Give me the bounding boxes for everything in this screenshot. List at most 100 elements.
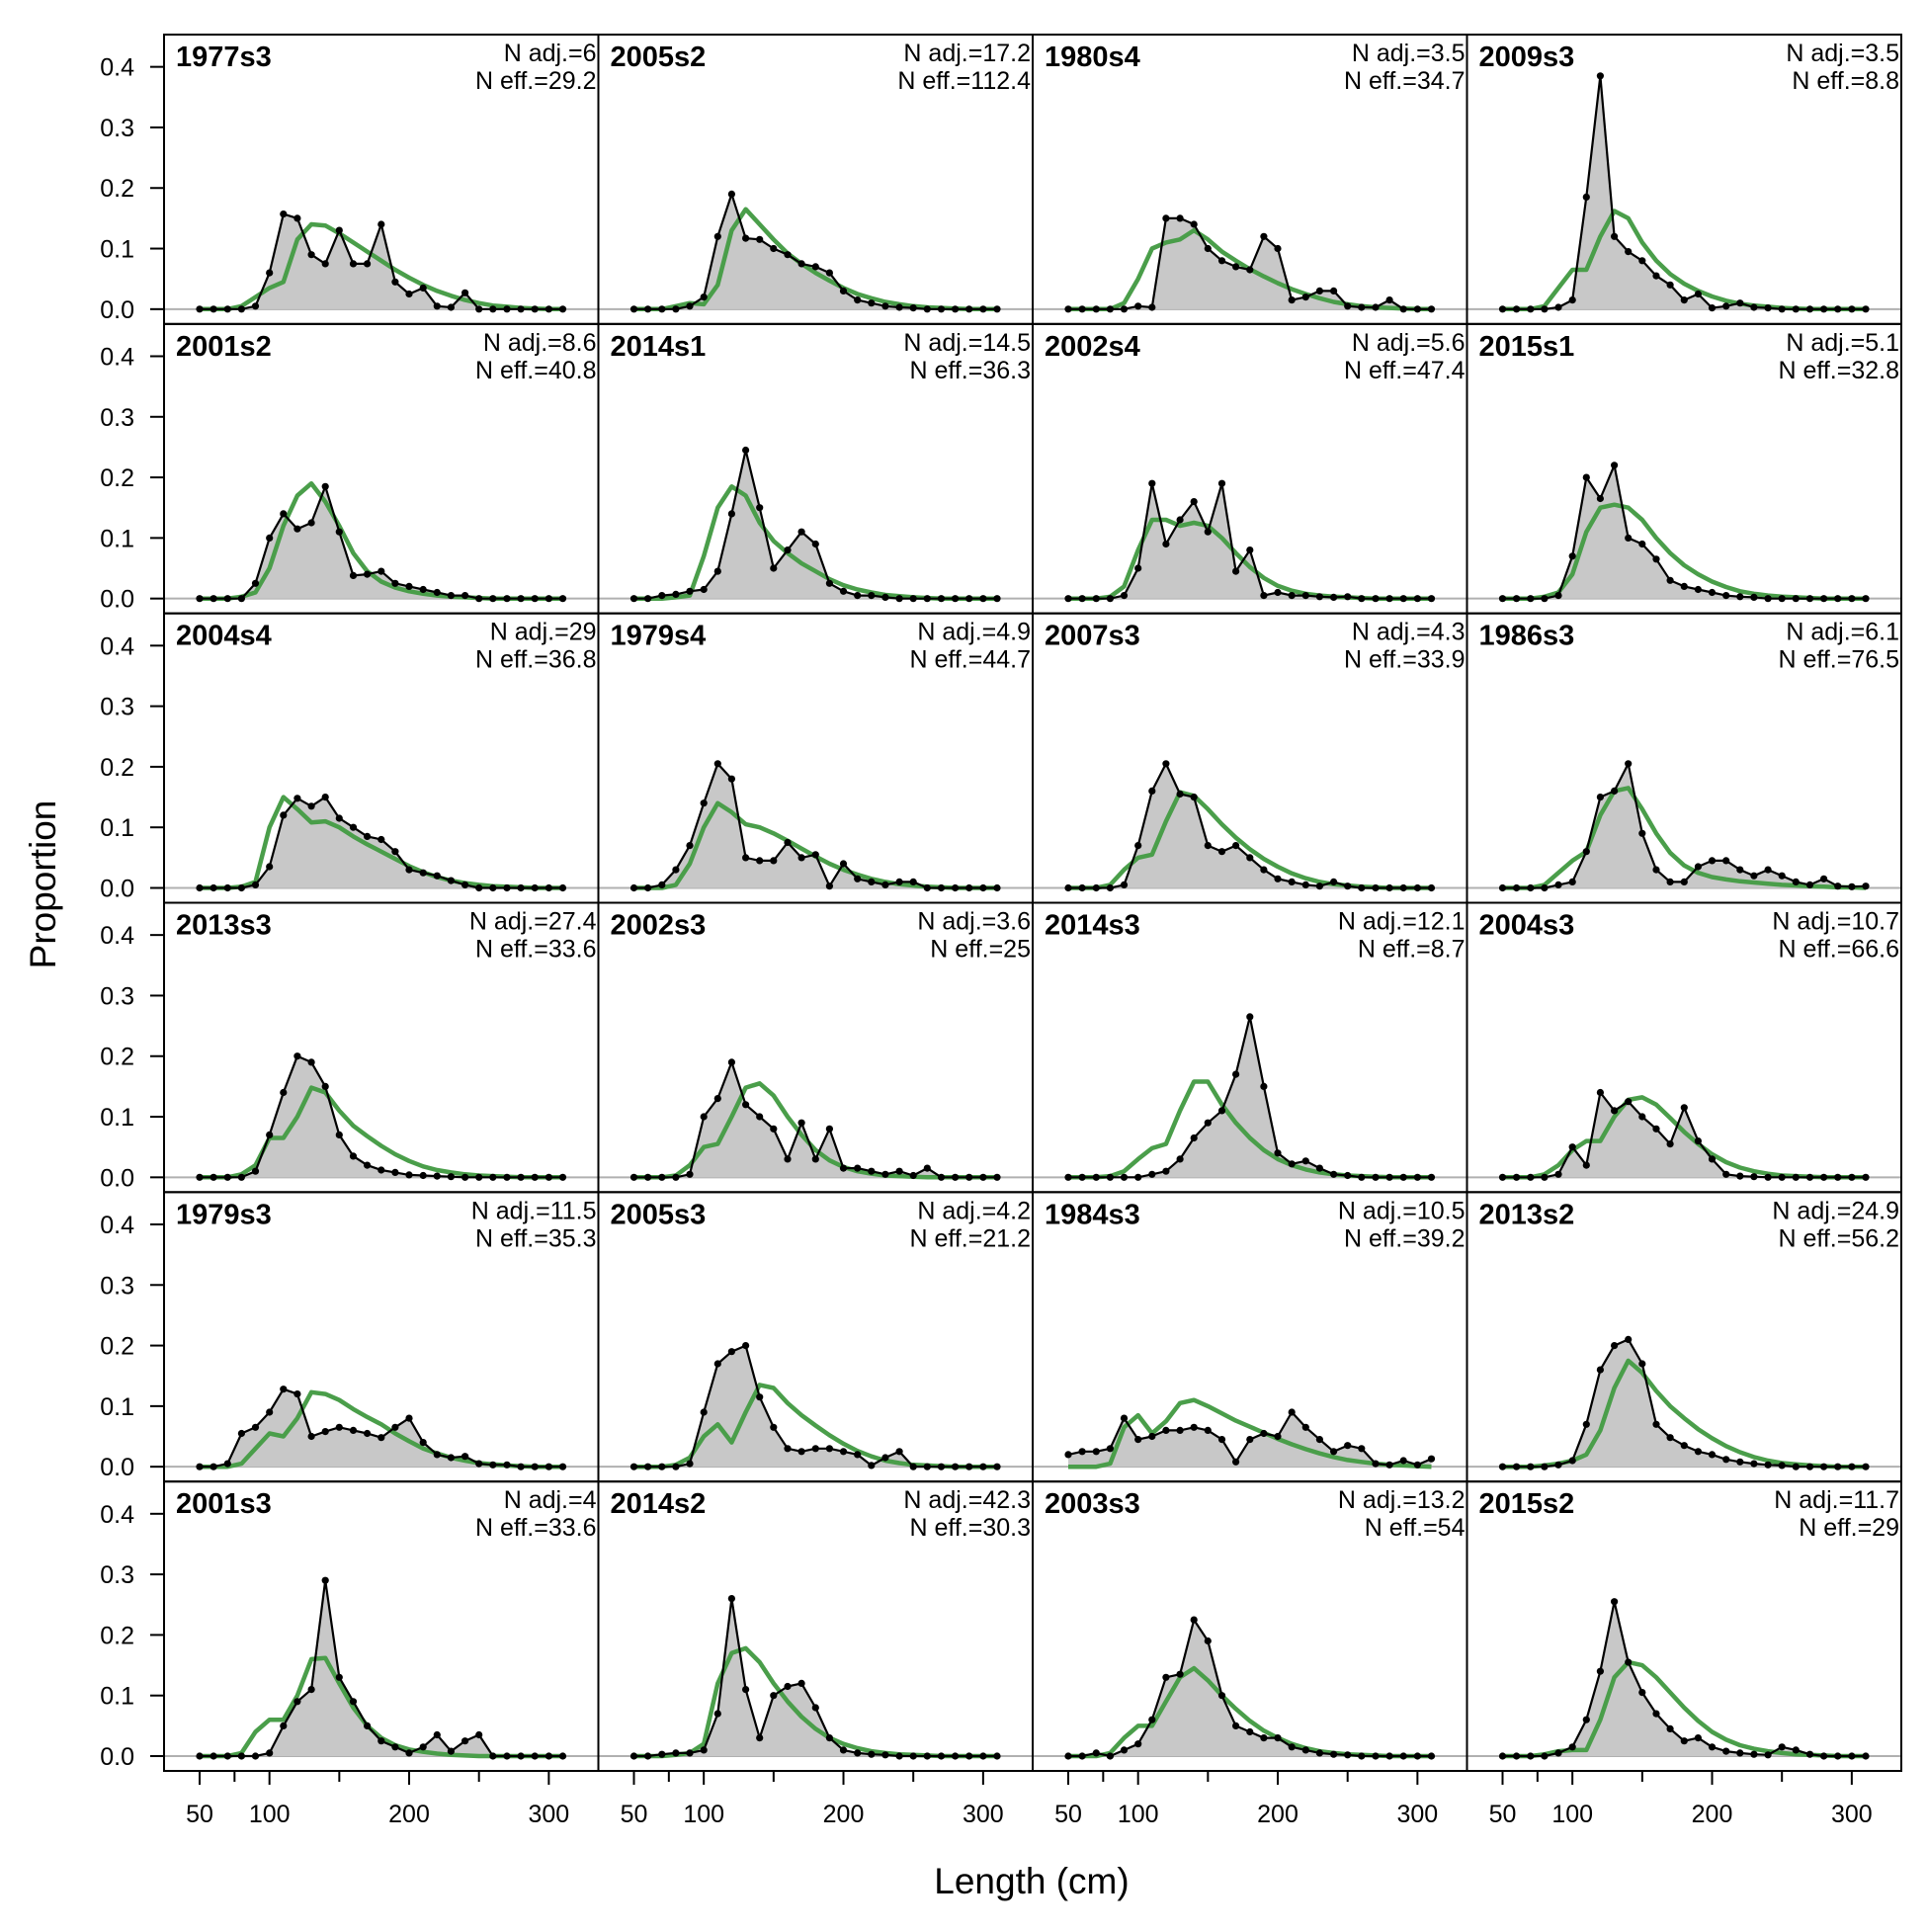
panel-2014s3: 2014s3 N adj.=12.1N eff.=8.7 bbox=[1032, 901, 1468, 1194]
y-tick-label: 0.1 bbox=[100, 814, 134, 842]
observed-point bbox=[1120, 1414, 1129, 1422]
observed-point bbox=[1680, 1737, 1688, 1745]
observed-point bbox=[1427, 1455, 1436, 1463]
observed-point bbox=[433, 588, 441, 597]
observed-point bbox=[293, 525, 301, 533]
observed-point bbox=[1652, 272, 1660, 280]
observed-point bbox=[1596, 1366, 1604, 1374]
observed-point bbox=[1736, 299, 1744, 307]
observed-point bbox=[1820, 595, 1828, 603]
x-tick-label: 50 bbox=[621, 1801, 648, 1828]
observed-point bbox=[391, 278, 399, 286]
observed-point bbox=[517, 305, 525, 313]
panel-2001s2: 2001s2 N adj.=8.6N eff.=40.8 0.0 0.1 0.2 0.3 0… bbox=[100, 322, 600, 615]
y-tick-label: 0.4 bbox=[100, 1501, 134, 1529]
observed-point bbox=[377, 835, 385, 844]
observed-point bbox=[1792, 305, 1800, 313]
observed-point bbox=[545, 1173, 553, 1181]
observed-point bbox=[1527, 595, 1535, 603]
observed-point bbox=[1554, 881, 1562, 889]
panel-title: 2002s3 bbox=[611, 910, 707, 942]
observed-point bbox=[629, 1173, 638, 1181]
observed-point bbox=[770, 564, 778, 572]
observed-area bbox=[1068, 1016, 1432, 1178]
observed-point bbox=[1750, 593, 1758, 602]
observed-point bbox=[251, 302, 260, 310]
observed-point bbox=[1792, 1746, 1800, 1754]
observed-area bbox=[1502, 1092, 1866, 1178]
observed-point bbox=[937, 1463, 946, 1470]
observed-point bbox=[1092, 883, 1100, 892]
observed-point bbox=[923, 1463, 931, 1470]
observed-point bbox=[1358, 883, 1366, 892]
x-tick-label: 100 bbox=[683, 1801, 724, 1828]
n-adj-label: N adj.=42.3 bbox=[903, 1486, 1031, 1514]
observed-point bbox=[1134, 564, 1142, 572]
observed-point bbox=[881, 1454, 889, 1462]
observed-point bbox=[965, 1173, 973, 1181]
observed-point bbox=[196, 1173, 204, 1181]
observed-point bbox=[993, 1752, 1001, 1760]
observed-point bbox=[881, 1170, 889, 1178]
observed-point bbox=[1596, 494, 1604, 503]
observed-point bbox=[923, 595, 931, 603]
observed-point bbox=[1498, 595, 1507, 603]
observed-point bbox=[419, 284, 427, 292]
observed-point bbox=[558, 1173, 567, 1181]
expected-line bbox=[200, 1085, 563, 1180]
observed-point bbox=[503, 1752, 511, 1760]
observed-point bbox=[1190, 794, 1198, 801]
observed-point bbox=[1358, 303, 1366, 311]
x-axis-title: Length (cm) bbox=[934, 1861, 1129, 1901]
observed-point bbox=[349, 260, 358, 268]
observed-point bbox=[489, 883, 497, 892]
panel-2002s4: 2002s4 N adj.=5.6N eff.=47.4 bbox=[1032, 322, 1468, 615]
observed-point bbox=[1638, 829, 1646, 837]
observed-point bbox=[1064, 305, 1072, 313]
observed-point bbox=[1834, 595, 1842, 603]
panel-title: 2001s3 bbox=[176, 1488, 272, 1520]
n-adj-label: N adj.=17.2 bbox=[903, 40, 1031, 67]
observed-point bbox=[1106, 305, 1114, 313]
observed-point bbox=[475, 1173, 483, 1181]
observed-point bbox=[965, 1752, 973, 1760]
observed-point bbox=[756, 1113, 764, 1121]
observed-point bbox=[196, 595, 204, 603]
observed-point bbox=[517, 595, 525, 603]
observed-point bbox=[658, 1173, 666, 1181]
observed-point bbox=[854, 1749, 862, 1757]
panel-title: 1977s3 bbox=[176, 42, 272, 73]
observed-point bbox=[1330, 287, 1338, 294]
observed-point bbox=[1820, 1752, 1828, 1760]
panel-title: 2005s3 bbox=[611, 1199, 707, 1230]
observed-point bbox=[825, 1125, 834, 1133]
observed-point bbox=[475, 1730, 483, 1739]
panel-2005s3: 2005s3 N adj.=4.2N eff.=21.2 bbox=[597, 1191, 1034, 1483]
observed-point bbox=[377, 1737, 385, 1745]
observed-point bbox=[952, 1173, 960, 1181]
observed-point bbox=[196, 1463, 204, 1470]
observed-point bbox=[1413, 883, 1421, 892]
observed-point bbox=[1848, 882, 1856, 890]
panel-title: 1986s3 bbox=[1479, 621, 1575, 652]
observed-point bbox=[1805, 1463, 1814, 1470]
observed-line bbox=[1502, 1600, 1866, 1758]
observed-point bbox=[1344, 1171, 1352, 1180]
x-tick-label: 200 bbox=[1257, 1801, 1299, 1828]
observed-point bbox=[1330, 1170, 1338, 1178]
observed-point bbox=[770, 1125, 778, 1133]
observed-point bbox=[1805, 1173, 1814, 1181]
observed-point bbox=[223, 1460, 231, 1468]
observed-point bbox=[756, 857, 764, 865]
observed-point bbox=[1764, 1461, 1772, 1469]
y-tick-label: 0.4 bbox=[100, 343, 134, 371]
observed-point bbox=[644, 595, 652, 603]
observed-point bbox=[1778, 1462, 1786, 1470]
observed-point bbox=[1315, 1436, 1323, 1444]
observed-point bbox=[965, 883, 973, 892]
observed-point bbox=[784, 1682, 792, 1691]
observed-point bbox=[1385, 883, 1393, 892]
observed-point bbox=[1750, 1750, 1758, 1758]
observed-point bbox=[1358, 1752, 1366, 1760]
observed-point bbox=[1582, 1420, 1590, 1428]
